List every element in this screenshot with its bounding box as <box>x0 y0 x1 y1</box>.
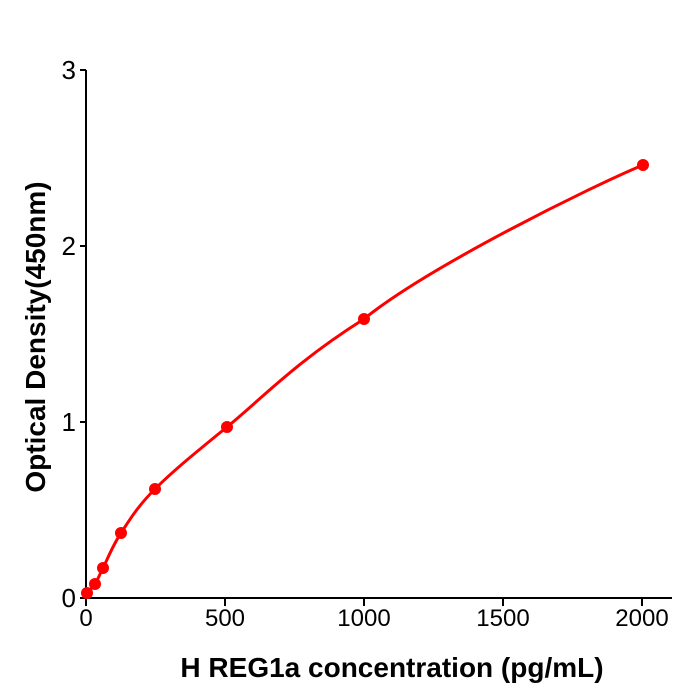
svg-text:2000: 2000 <box>615 605 668 632</box>
svg-text:500: 500 <box>205 605 245 632</box>
svg-text:3: 3 <box>62 55 76 85</box>
svg-text:1500: 1500 <box>476 605 529 632</box>
svg-text:1: 1 <box>62 407 76 437</box>
svg-text:Optical Density(450nm): Optical Density(450nm) <box>20 181 51 492</box>
svg-text:1000: 1000 <box>337 605 390 632</box>
svg-text:2: 2 <box>62 231 76 261</box>
svg-text:H REG1a concentration (pg/mL): H REG1a concentration (pg/mL) <box>180 652 603 683</box>
svg-text:0: 0 <box>62 583 76 613</box>
svg-text:0: 0 <box>79 605 92 632</box>
